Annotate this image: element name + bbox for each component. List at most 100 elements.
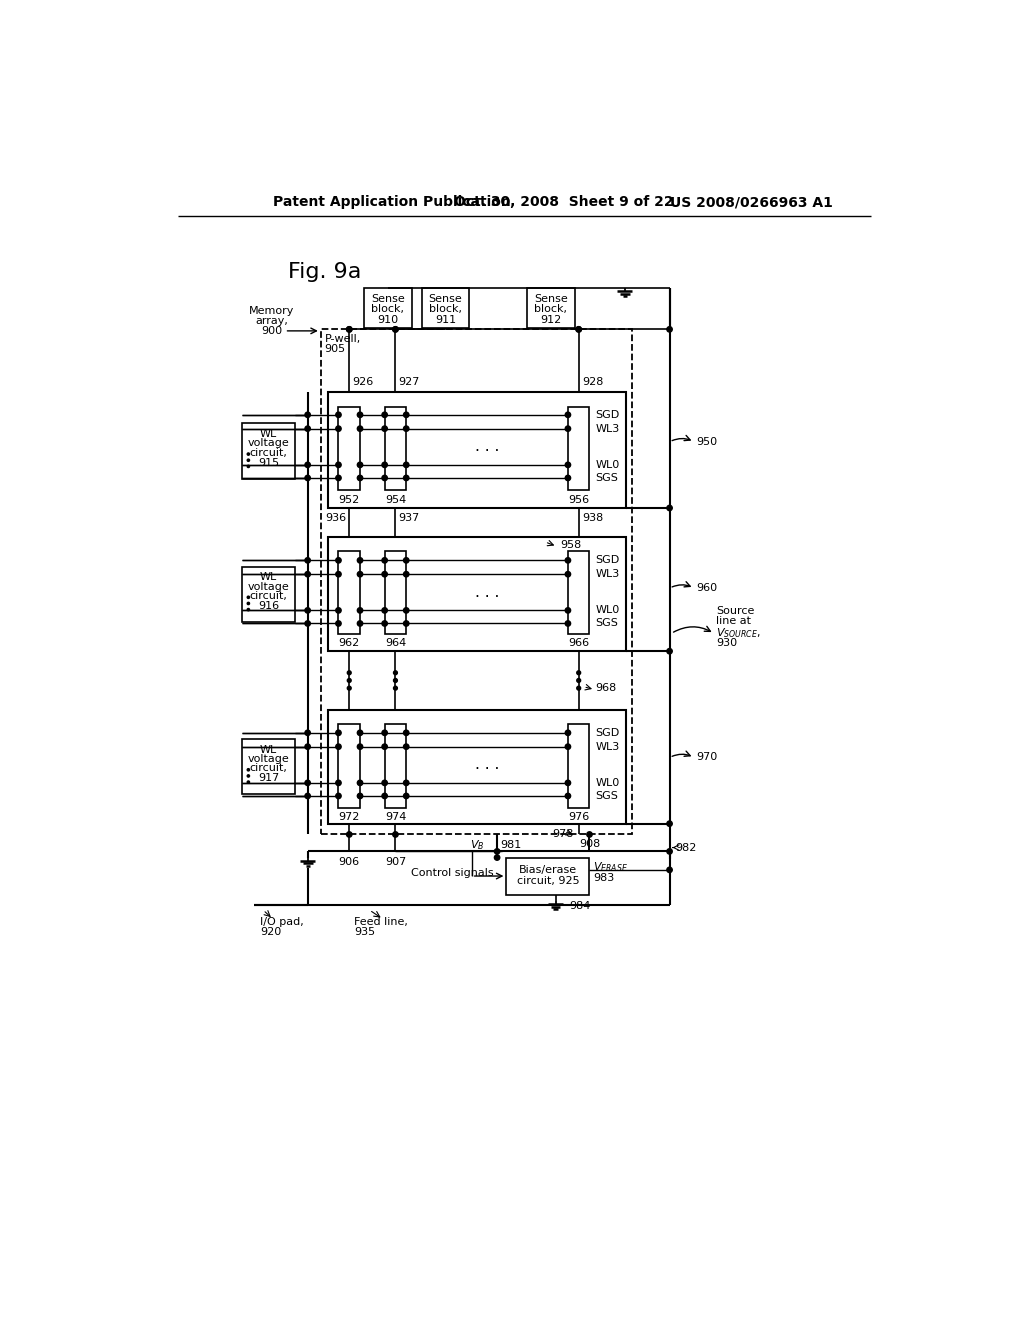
Circle shape: [382, 572, 387, 577]
Text: Memory: Memory: [249, 306, 294, 315]
Text: 966: 966: [568, 639, 589, 648]
Bar: [243, 566, 295, 622]
Text: . . .: . . .: [475, 758, 500, 772]
Text: . . .: . . .: [475, 585, 500, 599]
Circle shape: [403, 793, 409, 799]
Circle shape: [247, 781, 250, 783]
Circle shape: [393, 686, 397, 690]
Text: I/O pad,: I/O pad,: [260, 917, 304, 927]
Circle shape: [577, 326, 582, 333]
Circle shape: [667, 648, 672, 653]
Circle shape: [565, 744, 570, 750]
Bar: [328, 710, 627, 824]
Circle shape: [577, 326, 582, 333]
Circle shape: [336, 730, 341, 735]
Circle shape: [667, 326, 672, 333]
Circle shape: [393, 326, 398, 333]
Circle shape: [357, 744, 362, 750]
Bar: [568, 552, 590, 635]
Circle shape: [305, 426, 310, 432]
Circle shape: [382, 730, 387, 735]
Bar: [527, 288, 574, 327]
Text: 907: 907: [385, 857, 407, 867]
Circle shape: [247, 465, 250, 467]
Text: block,: block,: [429, 305, 462, 314]
Text: 920: 920: [260, 927, 282, 937]
Text: 936: 936: [325, 513, 346, 523]
Circle shape: [577, 671, 581, 675]
Bar: [568, 725, 590, 808]
Circle shape: [336, 412, 341, 417]
Circle shape: [336, 780, 341, 785]
Text: Oct. 30, 2008  Sheet 9 of 22: Oct. 30, 2008 Sheet 9 of 22: [454, 195, 674, 210]
Circle shape: [403, 744, 409, 750]
Text: 958: 958: [560, 540, 582, 550]
Circle shape: [382, 475, 387, 480]
Circle shape: [336, 744, 341, 750]
Circle shape: [336, 793, 341, 799]
Text: . . .: . . .: [475, 440, 500, 454]
Text: 928: 928: [582, 378, 603, 388]
Circle shape: [247, 609, 250, 611]
Text: SGD: SGD: [596, 556, 620, 565]
Text: WL0: WL0: [596, 777, 620, 788]
Bar: [385, 552, 407, 635]
Bar: [328, 392, 627, 508]
Bar: [568, 407, 590, 490]
Circle shape: [565, 426, 570, 432]
Text: 983: 983: [593, 873, 614, 883]
Text: SGS: SGS: [596, 473, 618, 483]
Circle shape: [336, 620, 341, 626]
Circle shape: [667, 867, 672, 873]
Circle shape: [305, 730, 310, 735]
Circle shape: [305, 780, 310, 785]
Circle shape: [577, 678, 581, 682]
Bar: [385, 725, 407, 808]
Text: 917: 917: [258, 774, 279, 783]
Circle shape: [247, 602, 250, 605]
Circle shape: [305, 572, 310, 577]
Text: 972: 972: [339, 812, 359, 822]
Circle shape: [403, 620, 409, 626]
Circle shape: [382, 620, 387, 626]
Text: 938: 938: [582, 513, 603, 523]
Text: 960: 960: [696, 583, 718, 593]
Text: WL: WL: [260, 744, 278, 755]
Circle shape: [305, 607, 310, 612]
Circle shape: [565, 793, 570, 799]
Circle shape: [403, 557, 409, 564]
Text: US 2008/0266963 A1: US 2008/0266963 A1: [670, 195, 833, 210]
Circle shape: [305, 744, 310, 750]
Circle shape: [305, 557, 310, 564]
Bar: [506, 858, 590, 895]
Circle shape: [382, 412, 387, 417]
Text: 970: 970: [696, 752, 718, 763]
Circle shape: [565, 557, 570, 564]
Circle shape: [403, 475, 409, 480]
Text: Fig. 9a: Fig. 9a: [289, 263, 361, 282]
Text: 976: 976: [568, 812, 590, 822]
Circle shape: [403, 607, 409, 612]
Text: WL: WL: [260, 429, 278, 440]
Circle shape: [357, 462, 362, 467]
Text: Source: Source: [716, 606, 754, 616]
Circle shape: [357, 793, 362, 799]
Text: $V_B$: $V_B$: [470, 838, 484, 853]
Circle shape: [247, 775, 250, 777]
Circle shape: [247, 459, 250, 462]
Text: $V_{SOURCE}$,: $V_{SOURCE}$,: [716, 627, 761, 640]
Circle shape: [347, 671, 351, 675]
Text: voltage: voltage: [248, 754, 289, 764]
Text: SGD: SGD: [596, 727, 620, 738]
Text: WL3: WL3: [596, 569, 620, 579]
Circle shape: [587, 832, 592, 837]
Circle shape: [347, 686, 351, 690]
Text: Bias/erase: Bias/erase: [519, 865, 577, 875]
Circle shape: [336, 607, 341, 612]
Circle shape: [565, 620, 570, 626]
Text: WL0: WL0: [596, 606, 620, 615]
Circle shape: [495, 849, 500, 854]
Text: SGD: SGD: [596, 409, 620, 420]
Circle shape: [305, 620, 310, 626]
Bar: [339, 725, 360, 808]
